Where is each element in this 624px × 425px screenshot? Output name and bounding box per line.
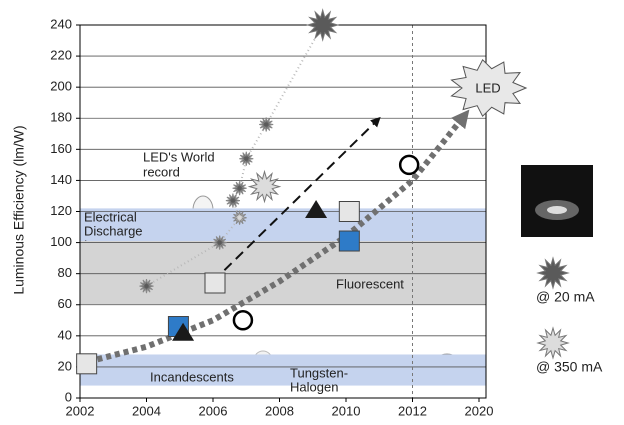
legend-label: @ 350 mA <box>536 359 603 375</box>
circle-point <box>232 310 254 331</box>
trend-arrow <box>212 116 381 283</box>
square-point <box>338 230 360 252</box>
star-point <box>239 151 254 166</box>
plot-frame <box>79 24 487 399</box>
y-tick-label: 80 <box>58 265 72 280</box>
y-axis-label: Luminous Efficiency (lm/W) <box>11 125 27 294</box>
annotation: record <box>143 164 180 179</box>
band-label: Discharge <box>84 223 143 238</box>
band-label: Tungsten- <box>290 365 348 380</box>
star-point <box>212 235 227 250</box>
y-tick-label: 200 <box>50 79 72 94</box>
led-photo <box>547 206 567 214</box>
y-tick-label: 100 <box>50 234 72 249</box>
x-tick-label: 2012 <box>398 403 427 418</box>
x-tick-label: 2004 <box>132 403 161 418</box>
star-point <box>247 169 282 204</box>
legend-marker <box>536 256 570 290</box>
x-tick-label: 2002 <box>66 403 95 418</box>
band-label: Halogen <box>290 379 338 394</box>
triangle-point <box>172 322 195 341</box>
y-tick-label: 140 <box>50 172 72 187</box>
y-tick-label: 0 <box>65 389 72 404</box>
led-burst <box>450 58 528 118</box>
legend-marker <box>536 326 570 360</box>
star-point <box>139 279 154 294</box>
star-point <box>305 8 340 42</box>
triangle-point <box>305 199 328 218</box>
projection-arrow <box>79 109 470 367</box>
x-tick-label: 2010 <box>332 403 361 418</box>
legend-label: @ 20 mA <box>536 289 595 305</box>
band-label: Fluorescent <box>336 276 404 291</box>
y-tick-label: 20 <box>58 358 72 373</box>
y-tick-label: 160 <box>50 141 72 156</box>
x-tick-label: 2020 <box>465 403 494 418</box>
y-tick-label: 180 <box>50 110 72 125</box>
y-tick-label: 60 <box>58 296 72 311</box>
band <box>80 354 486 386</box>
y-tick-label: 120 <box>50 203 72 218</box>
x-tick-label: 2008 <box>265 403 294 418</box>
star-point <box>225 193 240 208</box>
y-tick-label: 220 <box>50 48 72 63</box>
y-tick-label: 40 <box>58 327 72 342</box>
circle-point <box>398 154 420 176</box>
square-point <box>204 272 226 294</box>
annotation: LED <box>475 80 500 95</box>
y-tick-label: 240 <box>50 16 72 31</box>
annotation: LED's World <box>143 149 215 164</box>
square-point <box>76 353 98 375</box>
star-point <box>259 117 274 132</box>
band-label: Electrical <box>84 209 137 224</box>
band-label: Incandescents <box>150 369 234 384</box>
star-point <box>232 181 247 196</box>
x-tick-label: 2006 <box>199 403 228 418</box>
star-point <box>232 210 247 225</box>
square-point <box>338 201 360 222</box>
plot: ElectricalDischargeLampsFluorescentIncan… <box>80 24 486 399</box>
band <box>80 241 486 305</box>
